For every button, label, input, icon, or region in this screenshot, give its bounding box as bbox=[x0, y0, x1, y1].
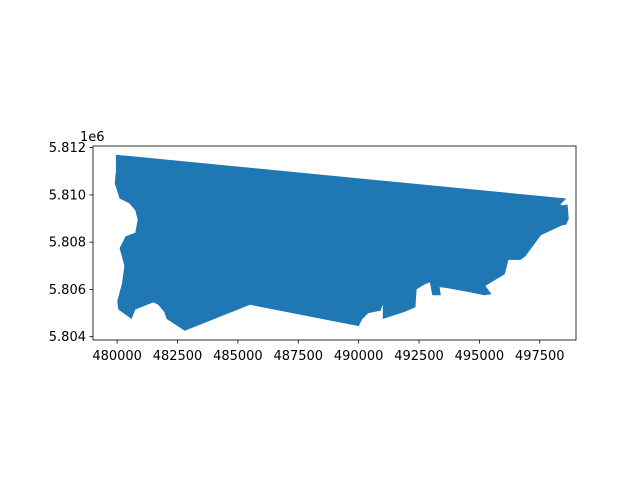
region-polygon bbox=[114, 154, 569, 331]
y-tick-label: 5.812 bbox=[49, 141, 86, 156]
x-tick-label: 497500 bbox=[515, 349, 565, 364]
x-tick-label: 492500 bbox=[394, 349, 444, 364]
axes-frame bbox=[92, 145, 577, 341]
y-tick-label: 5.804 bbox=[49, 330, 86, 345]
y-axis: 5.804 5.806 5.808 5.810 5.812 bbox=[49, 141, 93, 345]
y-tick-label: 5.806 bbox=[49, 283, 86, 298]
y-tick-label: 5.808 bbox=[49, 236, 86, 251]
x-tick-label: 490000 bbox=[334, 349, 384, 364]
y-axis-offset-text: 1e6 bbox=[80, 130, 105, 145]
x-tick-label: 482500 bbox=[153, 349, 203, 364]
x-tick-label: 480000 bbox=[92, 349, 142, 364]
y-tick-label: 5.810 bbox=[49, 188, 86, 203]
x-tick-label: 485000 bbox=[213, 349, 263, 364]
x-tick-label: 487500 bbox=[273, 349, 323, 364]
x-tick-label: 495000 bbox=[455, 349, 505, 364]
x-axis: 480000 482500 485000 487500 490000 492500 4950… bbox=[92, 340, 565, 364]
